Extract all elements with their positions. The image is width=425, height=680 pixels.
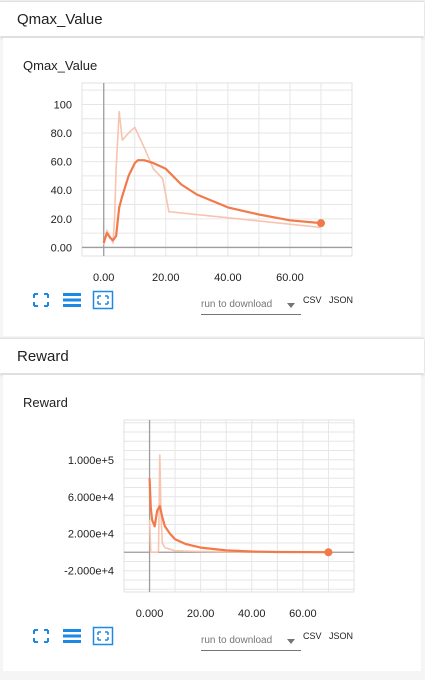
chevron-down-icon	[287, 303, 295, 308]
x-tick-label: 20.00	[187, 608, 215, 620]
data-table-icon[interactable]	[61, 290, 83, 310]
gridlines	[82, 83, 353, 256]
raw-series-line	[102, 110, 322, 245]
fit-domain-icon[interactable]	[30, 290, 52, 310]
x-tick-label: 40.00	[238, 608, 266, 620]
select-label: run to download	[201, 635, 273, 646]
x-tick-label: 0.000	[136, 608, 164, 620]
run-download-select[interactable]: run to download	[201, 632, 301, 651]
y-tick-label: -2.000e+4	[64, 566, 114, 578]
json-link[interactable]: JSON	[329, 631, 354, 641]
y-tick-label: 2.000e+4	[68, 529, 114, 541]
line-chart-qmax[interactable]: 0.00 20.00 40.00 60.00 0.00 20.0 40.0 60.0 80.0 1…	[3, 38, 421, 288]
raw-series-line	[148, 454, 329, 553]
y-tick-label: 6.000e+4	[68, 492, 114, 504]
y-tick-label: 20.0	[51, 214, 72, 226]
csv-link[interactable]: CSV	[303, 631, 322, 641]
csv-link[interactable]: CSV	[303, 295, 322, 305]
expand-chart-icon[interactable]	[92, 626, 114, 646]
chart-card-reward: Reward 0.000 20.00 40.00 60.00 -2.000e+4 2.00…	[3, 375, 421, 671]
chart-card-qmax: Qmax_Value 0.00 20.00 40.00 60.00 0.00 20.0 40…	[3, 38, 421, 336]
section-title: Reward	[17, 348, 69, 365]
y-tick-label: 0.00	[51, 242, 72, 254]
y-tick-label: 60.0	[51, 157, 72, 169]
fit-domain-icon[interactable]	[30, 626, 52, 646]
smoothed-series-line	[102, 159, 322, 244]
run-download-select[interactable]: run to download	[201, 296, 301, 315]
y-tick-label: 80.0	[51, 128, 72, 140]
smoothed-series-line	[148, 478, 329, 554]
y-tick-label: 40.0	[51, 185, 72, 197]
last-point-marker	[316, 219, 325, 228]
data-table-icon[interactable]	[61, 626, 83, 646]
x-tick-label: 20.00	[152, 272, 180, 284]
section-header-reward[interactable]: Reward	[0, 338, 424, 374]
x-tick-label: 0.00	[93, 272, 114, 284]
chevron-down-icon	[287, 639, 295, 644]
chart-title: Reward	[23, 395, 68, 410]
plot-frame	[123, 419, 355, 593]
expand-chart-icon[interactable]	[92, 290, 114, 310]
y-tick-label: 100	[54, 99, 72, 111]
plot-frame	[81, 82, 353, 257]
line-chart-reward[interactable]: 0.000 20.00 40.00 60.00 -2.000e+4 2.000e+4 6.0…	[3, 375, 421, 625]
y-tick-label: 1.000e+5	[68, 455, 114, 467]
last-point-marker	[324, 548, 333, 557]
section-header-qmax[interactable]: Qmax_Value	[0, 1, 424, 37]
json-link[interactable]: JSON	[329, 295, 354, 305]
x-tick-label: 60.00	[289, 608, 317, 620]
x-tick-label: 60.00	[276, 272, 304, 284]
select-label: run to download	[201, 299, 273, 310]
chart-title: Qmax_Value	[23, 58, 98, 73]
section-title: Qmax_Value	[17, 11, 103, 28]
x-tick-label: 40.00	[214, 272, 242, 284]
